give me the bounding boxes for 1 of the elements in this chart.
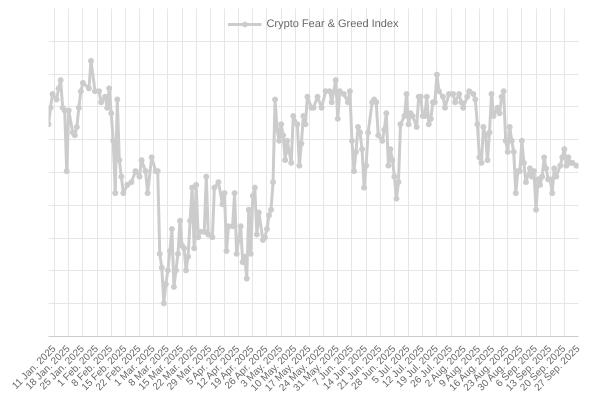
legend-label: Crypto Fear & Greed Index xyxy=(266,18,399,30)
